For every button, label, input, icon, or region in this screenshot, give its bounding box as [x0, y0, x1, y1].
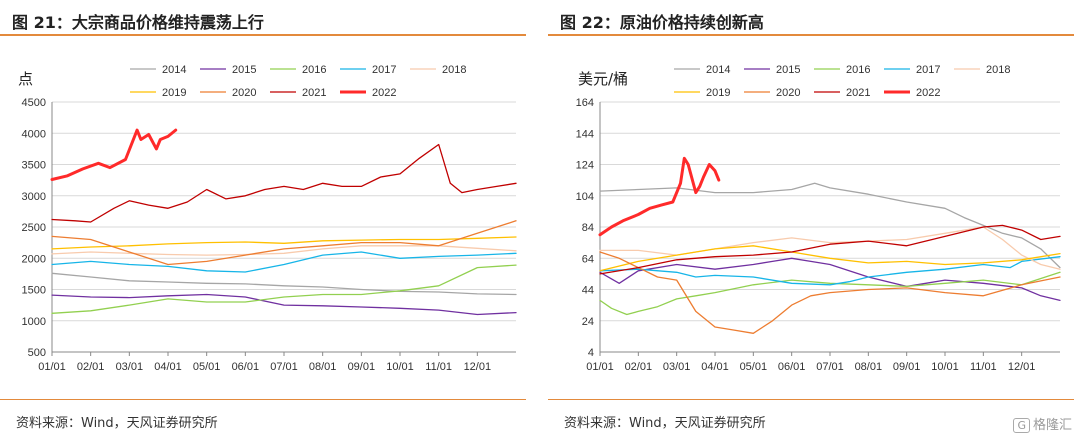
legend-label-2015: 2015 — [776, 64, 800, 76]
y-tick-label: 500 — [28, 347, 46, 359]
chart-panel-21: 图 21：大宗商品价格维持震荡上行 点 500 1000 1500 2000 2500 30… — [0, 0, 526, 441]
y-tick-label: 1500 — [22, 285, 46, 297]
legend-label-2014: 2014 — [706, 64, 730, 76]
x-tick-label: 04/01 — [701, 361, 729, 373]
y-tick-label: 24 — [582, 316, 594, 328]
x-tick-label: 11/01 — [970, 361, 997, 373]
series-line-2015 — [51, 293, 517, 316]
series-line-2021 — [599, 224, 1061, 275]
legend-label-2017: 2017 — [916, 64, 940, 76]
legend-label-2018: 2018 — [986, 64, 1010, 76]
x-tick-label: 12/01 — [464, 361, 492, 373]
x-tick-label: 08/01 — [855, 361, 883, 373]
x-tick-label: 10/01 — [386, 361, 414, 373]
x-tick-label: 04/01 — [154, 361, 182, 373]
y-tick-label: 4500 — [22, 97, 46, 109]
series-line-2020 — [599, 251, 1061, 334]
y-tick-label: 1000 — [22, 316, 46, 328]
legend-label-2016: 2016 — [846, 64, 870, 76]
y-tick-label: 104 — [576, 191, 594, 203]
source-note: 资料来源：Wind，天风证券研究所 — [564, 416, 766, 431]
x-tick-label: 02/01 — [625, 361, 653, 373]
series-line-2022 — [598, 156, 721, 237]
series-line-2021 — [51, 143, 517, 223]
x-tick-label: 07/01 — [270, 361, 298, 373]
y-tick-label: 64 — [582, 253, 594, 265]
series-line-2018 — [51, 245, 517, 256]
watermark: G 格隆汇 — [1013, 414, 1072, 433]
y-tick-label: 4000 — [22, 128, 46, 140]
legend-label-2019: 2019 — [162, 87, 186, 99]
x-tick-label: 10/01 — [931, 361, 959, 373]
x-tick-label: 02/01 — [77, 361, 105, 373]
y-tick-label: 84 — [582, 222, 594, 234]
chart-panel-22: 图 22：原油价格持续创新高 美元/桶 4 24 44 64 84 104 124 144 164… — [548, 0, 1074, 441]
watermark-label: 格隆汇 — [1032, 418, 1072, 433]
series-line-2016 — [599, 271, 1061, 316]
legend-label-2021: 2021 — [846, 87, 870, 99]
chart-commodity-index: 点 500 1000 1500 2000 2500 3000 3500 4000 4500 01/0… — [18, 64, 517, 373]
x-tick-label: 09/01 — [348, 361, 376, 373]
series-line-2017 — [599, 256, 1061, 286]
legend-label-2020: 2020 — [232, 87, 256, 99]
legend-label-2022: 2022 — [372, 87, 396, 99]
chart-title: 图 22：原油价格持续创新高 — [560, 13, 764, 32]
series-line-2022 — [50, 128, 178, 181]
source-divider — [0, 399, 526, 400]
series-line-2020 — [51, 220, 517, 266]
y-tick-label: 144 — [576, 128, 594, 140]
x-tick-label: 11/01 — [425, 361, 452, 373]
y-tick-label: 124 — [576, 160, 594, 172]
chart-title: 图 21：大宗商品价格维持震荡上行 — [12, 13, 264, 32]
x-tick-label: 01/01 — [38, 361, 66, 373]
chart-crude-oil-price: 美元/桶 4 24 44 64 84 104 124 144 164 01/01 02/01 03/01… — [576, 64, 1061, 373]
x-tick-label: 03/01 — [663, 361, 691, 373]
y-axis-label: 点 — [18, 70, 33, 88]
x-tick-label: 08/01 — [309, 361, 337, 373]
x-tick-label: 05/01 — [740, 361, 768, 373]
series-line-2015 — [599, 257, 1061, 302]
series-line-2019 — [599, 245, 1061, 272]
legend-label-2014: 2014 — [162, 64, 186, 76]
y-tick-label: 2000 — [22, 253, 46, 265]
title-divider — [0, 34, 526, 36]
x-tick-label: 01/01 — [586, 361, 614, 373]
legend-label-2015: 2015 — [232, 64, 256, 76]
x-tick-label: 07/01 — [816, 361, 844, 373]
y-tick-label: 2500 — [22, 222, 46, 234]
x-tick-label: 06/01 — [232, 361, 260, 373]
legend-label-2016: 2016 — [302, 64, 326, 76]
series-line-2016 — [51, 264, 517, 314]
legend-label-2018: 2018 — [442, 64, 466, 76]
legend-label-2019: 2019 — [706, 87, 730, 99]
x-tick-label: 12/01 — [1008, 361, 1036, 373]
series-line-2017 — [51, 251, 517, 273]
y-tick-label: 3500 — [22, 160, 46, 172]
legend-label-2022: 2022 — [916, 87, 940, 99]
x-tick-label: 03/01 — [116, 361, 144, 373]
y-tick-label: 3000 — [22, 191, 46, 203]
title-divider — [548, 34, 1074, 36]
y-tick-label: 4 — [588, 347, 594, 359]
legend-label-2021: 2021 — [302, 87, 326, 99]
series-line-2019 — [51, 236, 517, 250]
series-line-2014 — [51, 272, 517, 296]
legend-label-2017: 2017 — [372, 64, 396, 76]
legend-label-2020: 2020 — [776, 87, 800, 99]
y-axis-label: 美元/桶 — [578, 70, 628, 88]
x-tick-label: 09/01 — [893, 361, 921, 373]
y-tick-label: 164 — [576, 97, 594, 109]
source-note: 资料来源：Wind，天风证券研究所 — [16, 416, 218, 431]
x-tick-label: 06/01 — [778, 361, 806, 373]
x-tick-label: 05/01 — [193, 361, 221, 373]
series-line-2014 — [599, 182, 1061, 269]
gelonghui-logo-icon: G — [1013, 418, 1030, 433]
source-divider — [548, 399, 1074, 400]
y-tick-label: 44 — [582, 285, 594, 297]
